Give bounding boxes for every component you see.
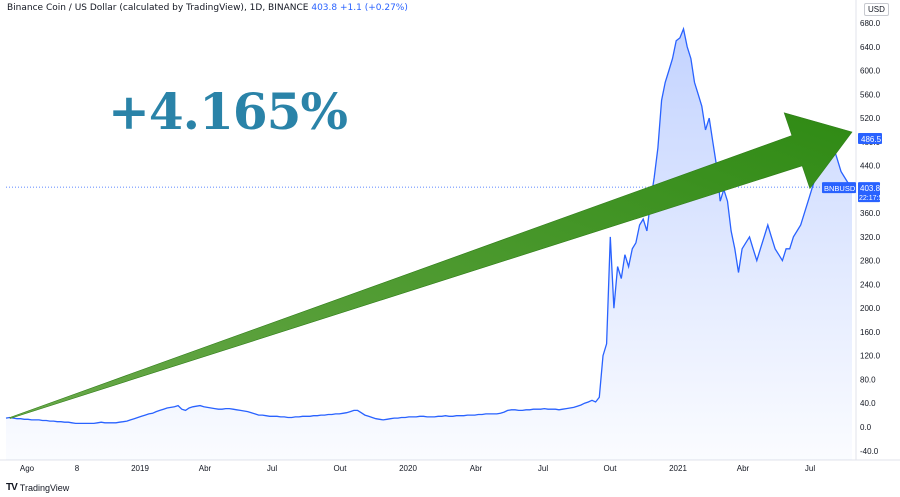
y-tick-label: 200.0 [860, 304, 881, 313]
y-tick-label: 600.0 [860, 67, 881, 76]
y-tick-label: 280.0 [860, 257, 881, 266]
currency-badge[interactable]: USD [864, 3, 889, 16]
countdown-label: 22:17:57 [859, 195, 886, 202]
y-tick-label: 40.0 [860, 399, 876, 408]
chart-header: Binance Coin / US Dollar (calculated by … [7, 3, 408, 13]
x-tick-label: 2019 [131, 464, 149, 473]
series-line[interactable] [5, 26, 853, 425]
last-price: 403.8 [311, 3, 338, 13]
symbol-tag [822, 182, 856, 194]
y-tick-label: 240.0 [860, 280, 881, 289]
high-price-badge-label: 486.5 [861, 135, 882, 144]
x-tick-label: Out [334, 464, 348, 473]
symbol-title: Binance Coin / US Dollar (calculated by … [7, 3, 309, 13]
brand-name: TradingView [19, 482, 70, 493]
trend-arrow [9, 112, 853, 419]
x-tick-label: Abr [199, 464, 212, 473]
price-change: +1.1 (+0.27%) [339, 3, 408, 13]
x-tick-label: Out [604, 464, 618, 473]
tradingview-logo-icon: TV [6, 482, 18, 493]
series-area [6, 28, 852, 461]
y-tick-label: 680.0 [860, 19, 881, 28]
y-tick-label: 120.0 [860, 352, 881, 361]
x-tick-label: Jul [805, 464, 815, 473]
last-price-badge [858, 182, 880, 203]
y-tick-label: 320.0 [860, 233, 881, 242]
y-tick-label: 640.0 [860, 43, 881, 52]
y-tick-label: -40.0 [860, 447, 879, 456]
last-price-badge-value: 403.8 [860, 184, 881, 193]
x-tick-label: Abr [737, 464, 750, 473]
y-tick-label: 520.0 [860, 114, 881, 123]
x-tick-label: Jul [538, 464, 548, 473]
x-tick-label: 2020 [399, 464, 417, 473]
symbol-tag-label: BNBUSD [824, 184, 856, 193]
x-tick-label: 2021 [669, 464, 687, 473]
y-tick-label: 360.0 [860, 209, 881, 218]
high-price-badge [858, 132, 882, 144]
x-tick-label: Jul [267, 464, 277, 473]
x-tick-label: 8 [75, 464, 80, 473]
y-tick-label: 80.0 [860, 375, 876, 384]
y-tick-label: 560.0 [860, 90, 881, 99]
y-tick-label: 0.0 [860, 423, 872, 432]
x-tick-label: Abr [470, 464, 483, 473]
y-tick-label: 160.0 [860, 328, 881, 337]
percent-overlay: +4.165% [108, 82, 348, 141]
y-tick-label: 440.0 [860, 162, 881, 171]
footer: TV TradingView [6, 482, 69, 493]
x-tick-label: Ago [20, 464, 35, 473]
